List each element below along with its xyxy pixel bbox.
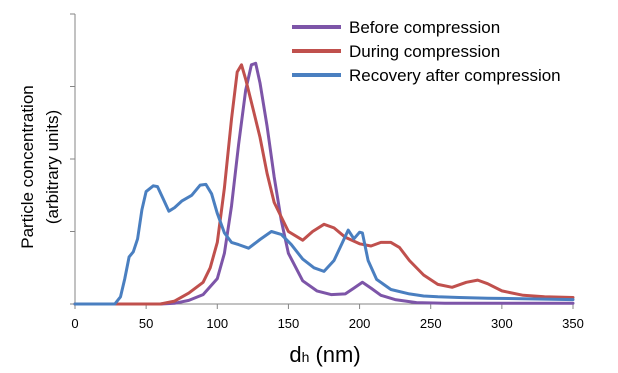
x-tick-label-6: 300 (491, 316, 513, 331)
y-axis-label-line1: Particle concentration (18, 85, 37, 248)
series-line-3 (73, 182, 575, 306)
series-line-2 (73, 63, 575, 306)
x-tick-label-2: 100 (206, 316, 228, 331)
legend-label-2: During compression (349, 42, 500, 61)
x-axis-label-subscript: h (302, 349, 310, 365)
x-tick-label-0: 0 (71, 316, 78, 331)
x-axis-label: dh (nm) (289, 342, 360, 367)
x-tick-label-1: 50 (139, 316, 153, 331)
x-axis-label-main: d (289, 342, 301, 367)
legend-label-3: Recovery after compression (349, 66, 561, 85)
x-tick-label-4: 200 (349, 316, 371, 331)
series-line-1 (73, 61, 575, 306)
series-layer (73, 61, 575, 306)
x-tick-label-7: 350 (562, 316, 584, 331)
x-axis-label-unit: (nm) (309, 342, 360, 367)
y-ticks (70, 13, 75, 305)
x-ticks: 0 50 100 150 200 250 300 350 (71, 304, 584, 331)
legend: Before compression During compression Reco… (292, 18, 561, 85)
legend-label-1: Before compression (349, 18, 500, 37)
axes: 0 50 100 150 200 250 300 350 (70, 13, 584, 331)
y-axis-label-line2: (arbitrary units) (43, 110, 62, 224)
x-tick-label-3: 150 (278, 316, 300, 331)
x-tick-label-5: 250 (420, 316, 442, 331)
